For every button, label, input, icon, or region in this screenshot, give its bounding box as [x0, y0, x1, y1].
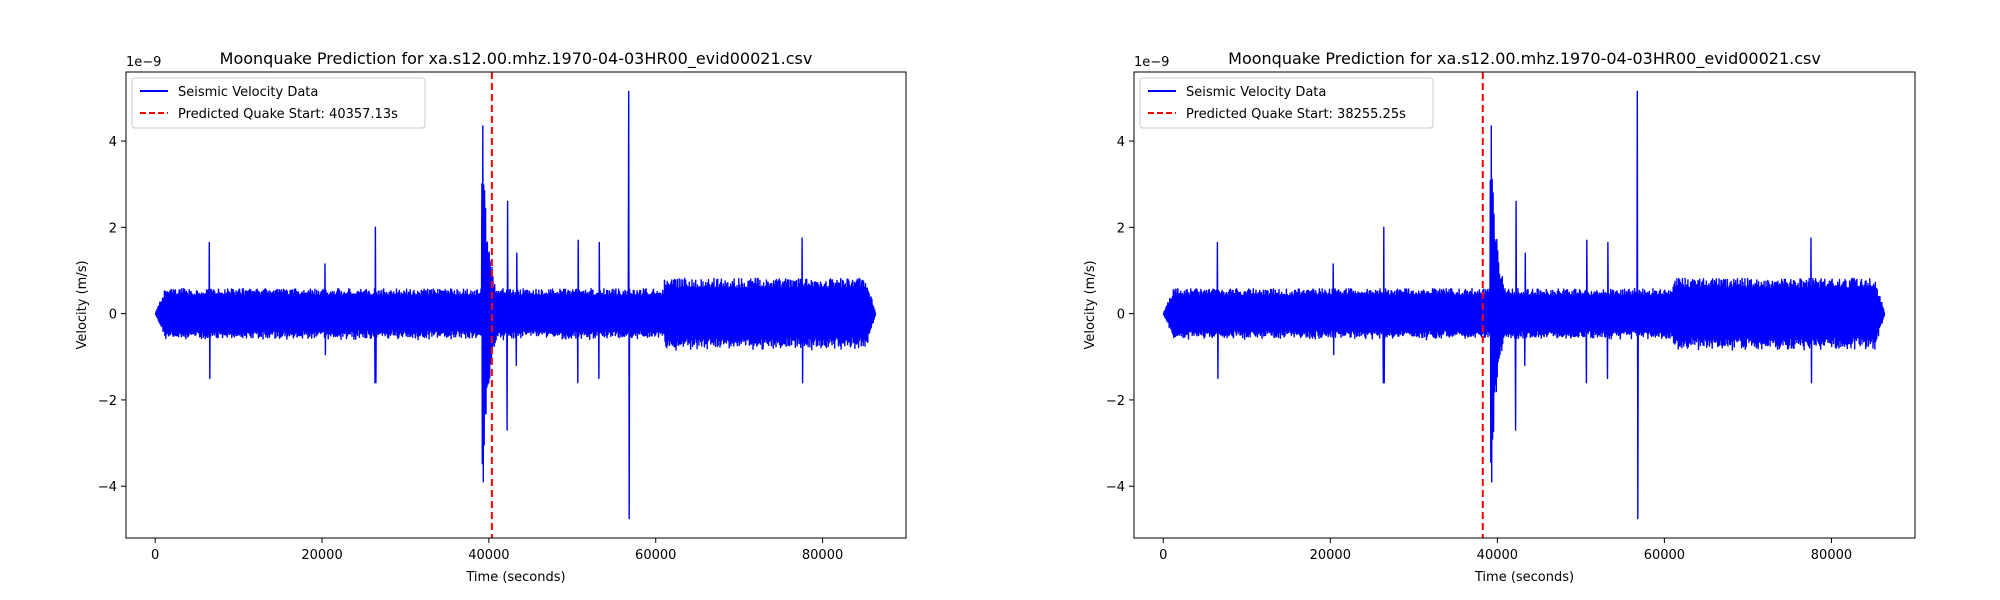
legend-label-predicted: Predicted Quake Start: 38255.25s	[1186, 107, 1406, 122]
legend: Seismic Velocity Data Predicted Quake Sta…	[1139, 77, 1434, 129]
x-tick-label: 60000	[1644, 548, 1685, 563]
y-tick-label: −2	[1106, 394, 1125, 409]
seismic-velocity-line	[1162, 90, 1886, 520]
y-tick-label: −2	[98, 394, 117, 409]
legend-label-seismic: Seismic Velocity Data	[178, 85, 318, 100]
x-tick-label: 0	[1159, 548, 1167, 563]
y-tick-label: 4	[1117, 135, 1125, 150]
y-tick-label: −4	[1106, 480, 1125, 495]
x-tick-label: 60000	[635, 548, 676, 563]
x-tick-label: 20000	[301, 548, 342, 563]
chart-title: Moonquake Prediction for xa.s12.00.mhz.1…	[220, 49, 813, 69]
x-tick-label: 40000	[1477, 548, 1518, 563]
y-axis-offset-label: 1e−9	[1134, 55, 1169, 70]
legend-label-seismic: Seismic Velocity Data	[1186, 85, 1326, 100]
y-axis-label: Velocity (m/s)	[1083, 260, 1098, 349]
chart-title: Moonquake Prediction for xa.s12.00.mhz.1…	[1228, 49, 1821, 69]
y-tick-label: −4	[98, 480, 117, 495]
plot-area-frame	[1133, 71, 1916, 539]
y-tick-label: 0	[1117, 308, 1125, 323]
legend-box	[131, 77, 426, 129]
legend-box	[1139, 77, 1434, 129]
legend: Seismic Velocity Data Predicted Quake Sta…	[131, 77, 426, 129]
x-tick-label: 80000	[1811, 548, 1852, 563]
seismic-velocity-line	[154, 90, 877, 520]
legend-label-predicted: Predicted Quake Start: 40357.13s	[178, 107, 398, 122]
x-axis-label: Time (seconds)	[465, 570, 565, 585]
x-tick-label: 40000	[468, 548, 509, 563]
y-tick-label: 4	[109, 135, 117, 150]
x-tick-label: 20000	[1310, 548, 1351, 563]
y-tick-label: 0	[109, 308, 117, 323]
chart-panel-1: Moonquake Prediction for xa.s12.00.mhz.1…	[75, 49, 907, 585]
plot-area-frame	[125, 71, 907, 539]
x-axis-label: Time (seconds)	[1474, 570, 1574, 585]
y-axis-label: Velocity (m/s)	[75, 260, 90, 349]
x-tick-label: 80000	[802, 548, 843, 563]
chart-panel-2: Moonquake Prediction for xa.s12.00.mhz.1…	[1083, 49, 1916, 585]
y-axis-offset-label: 1e−9	[126, 55, 161, 70]
x-tick-label: 0	[151, 548, 159, 563]
y-tick-label: 2	[1117, 221, 1125, 236]
y-tick-label: 2	[109, 221, 117, 236]
